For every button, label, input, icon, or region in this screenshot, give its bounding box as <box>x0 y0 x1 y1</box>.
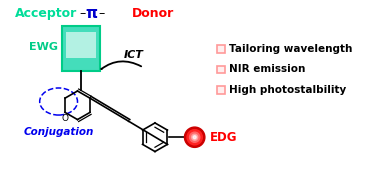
Circle shape <box>187 130 202 145</box>
Text: EDG: EDG <box>209 131 237 144</box>
FancyBboxPatch shape <box>66 32 96 58</box>
FancyBboxPatch shape <box>62 26 100 71</box>
Text: Donor: Donor <box>132 7 175 20</box>
Text: Tailoring wavelength: Tailoring wavelength <box>229 43 352 54</box>
Circle shape <box>190 132 200 142</box>
Text: –: – <box>79 7 85 20</box>
Circle shape <box>192 134 198 140</box>
Text: Acceptor: Acceptor <box>15 7 77 20</box>
Text: Conjugation: Conjugation <box>23 127 94 137</box>
Text: –: – <box>98 7 104 20</box>
Circle shape <box>184 127 205 147</box>
FancyBboxPatch shape <box>217 45 225 53</box>
Text: ICT: ICT <box>124 49 144 60</box>
FancyBboxPatch shape <box>217 66 225 73</box>
Text: NIR emission: NIR emission <box>229 64 305 74</box>
Text: EWG: EWG <box>29 42 58 52</box>
Circle shape <box>193 136 196 139</box>
Text: High photostalbility: High photostalbility <box>229 85 346 95</box>
FancyBboxPatch shape <box>217 86 225 94</box>
Text: O: O <box>61 114 68 123</box>
FancyArrowPatch shape <box>101 61 141 69</box>
Text: π: π <box>85 6 98 21</box>
